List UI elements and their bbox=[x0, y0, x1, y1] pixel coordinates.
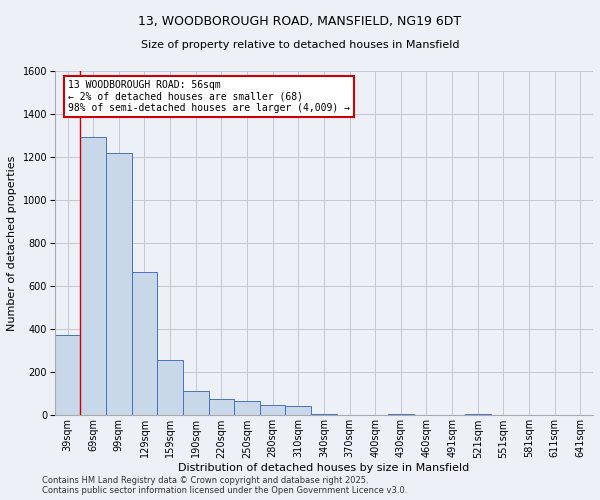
Bar bbox=[286, 406, 311, 415]
Bar bbox=[55, 334, 80, 415]
Bar bbox=[260, 404, 286, 415]
Bar bbox=[388, 414, 413, 416]
Bar bbox=[131, 272, 157, 416]
Bar bbox=[209, 399, 234, 415]
Bar bbox=[106, 152, 131, 416]
Y-axis label: Number of detached properties: Number of detached properties bbox=[7, 156, 17, 331]
Bar bbox=[465, 414, 491, 416]
Bar bbox=[183, 390, 209, 415]
Text: Contains HM Land Registry data © Crown copyright and database right 2025.
Contai: Contains HM Land Registry data © Crown c… bbox=[42, 476, 407, 495]
Bar bbox=[157, 360, 183, 416]
Bar bbox=[311, 414, 337, 416]
Text: Size of property relative to detached houses in Mansfield: Size of property relative to detached ho… bbox=[141, 40, 459, 50]
X-axis label: Distribution of detached houses by size in Mansfield: Distribution of detached houses by size … bbox=[178, 463, 470, 473]
Text: 13, WOODBOROUGH ROAD, MANSFIELD, NG19 6DT: 13, WOODBOROUGH ROAD, MANSFIELD, NG19 6D… bbox=[139, 15, 461, 28]
Bar bbox=[80, 136, 106, 415]
Text: 13 WOODBOROUGH ROAD: 56sqm
← 2% of detached houses are smaller (68)
98% of semi-: 13 WOODBOROUGH ROAD: 56sqm ← 2% of detac… bbox=[68, 80, 350, 113]
Bar bbox=[234, 402, 260, 415]
